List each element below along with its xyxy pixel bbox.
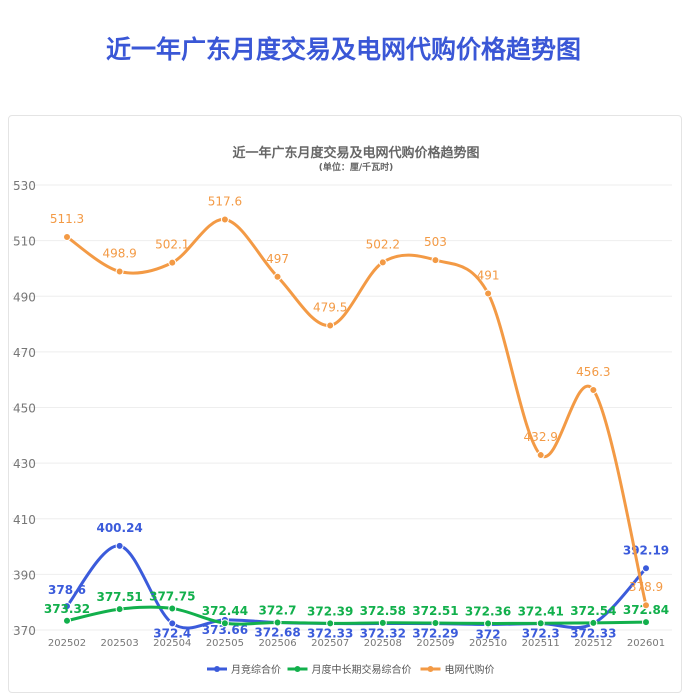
x-tick-label: 202511 xyxy=(522,638,560,649)
data-label: 372 xyxy=(476,627,501,641)
data-label: 372.51 xyxy=(412,604,458,618)
data-point[interactable] xyxy=(642,601,650,610)
data-point[interactable] xyxy=(484,619,493,628)
y-tick-label: 510 xyxy=(13,235,36,249)
x-tick-label: 202510 xyxy=(469,638,507,649)
legend-marker xyxy=(427,666,434,672)
data-point[interactable] xyxy=(326,619,335,628)
data-label: 372.4 xyxy=(153,626,191,640)
data-label: 372.39 xyxy=(307,604,353,618)
data-label: 372.29 xyxy=(412,627,458,641)
data-point[interactable] xyxy=(220,619,229,628)
data-point[interactable] xyxy=(220,215,229,224)
legend-label[interactable]: 月度中长期交易综合价 xyxy=(312,663,412,676)
data-point[interactable] xyxy=(642,618,650,627)
data-point[interactable] xyxy=(431,256,440,265)
legend-label[interactable]: 电网代购价 xyxy=(445,663,495,676)
data-point[interactable] xyxy=(168,619,177,628)
data-point[interactable] xyxy=(536,451,545,460)
y-tick-label: 470 xyxy=(13,346,36,360)
data-point[interactable] xyxy=(63,233,71,242)
data-label: 372.44 xyxy=(202,604,248,618)
data-label: 372.54 xyxy=(570,604,616,618)
data-label: 400.24 xyxy=(96,521,142,535)
data-label: 392.19 xyxy=(623,543,669,557)
x-tick-label: 202502 xyxy=(48,638,86,649)
data-label: 372.58 xyxy=(360,604,406,618)
data-label: 372.7 xyxy=(259,603,297,617)
y-tick-label: 530 xyxy=(13,179,36,193)
data-label: 373.32 xyxy=(44,602,90,616)
data-label: 377.51 xyxy=(96,590,142,604)
data-label: 372.84 xyxy=(623,603,669,617)
data-point[interactable] xyxy=(378,258,387,267)
y-tick-label: 450 xyxy=(13,402,36,416)
data-label: 456.3 xyxy=(576,365,610,379)
data-label: 373.66 xyxy=(202,623,248,637)
y-tick-label: 370 xyxy=(13,624,36,638)
data-label: 372.3 xyxy=(522,627,560,641)
data-point[interactable] xyxy=(484,289,493,298)
data-point[interactable] xyxy=(115,267,124,276)
y-tick-label: 390 xyxy=(13,568,36,582)
x-tick-label: 202506 xyxy=(258,638,296,649)
x-tick-label: 202504 xyxy=(153,638,191,649)
chart-title: 近一年广东月度交易及电网代购价格趋势图 xyxy=(232,145,479,161)
y-tick-label: 430 xyxy=(13,457,36,471)
data-label: 372.33 xyxy=(307,627,353,641)
data-point[interactable] xyxy=(168,258,177,267)
y-tick-label: 490 xyxy=(13,290,36,304)
data-label: 378.9 xyxy=(629,580,663,594)
x-tick-label: 202509 xyxy=(416,638,454,649)
legend-label[interactable]: 月竞综合价 xyxy=(231,663,281,676)
x-tick-label: 202601 xyxy=(627,638,665,649)
x-tick-label: 202507 xyxy=(311,638,349,649)
data-point[interactable] xyxy=(326,321,335,330)
chart-subtitle: (单位：厘/千瓦时) xyxy=(319,161,394,173)
data-label: 378.6 xyxy=(48,583,86,597)
x-tick-label: 202503 xyxy=(101,638,139,649)
legend-marker xyxy=(214,666,220,672)
data-point[interactable] xyxy=(115,541,124,550)
data-label: 372.32 xyxy=(360,627,406,641)
data-label: 517.6 xyxy=(208,194,242,208)
data-label: 377.75 xyxy=(149,589,195,603)
data-label: 432.9 xyxy=(524,430,558,444)
data-label: 511.3 xyxy=(50,212,84,226)
data-point[interactable] xyxy=(642,564,650,573)
data-point[interactable] xyxy=(273,272,282,281)
data-label: 372.41 xyxy=(518,604,564,618)
data-point[interactable] xyxy=(536,619,545,628)
x-tick-label: 202508 xyxy=(364,638,402,649)
data-label: 497 xyxy=(266,252,289,266)
data-label: 372.33 xyxy=(570,627,616,641)
data-label: 503 xyxy=(424,235,447,249)
data-label: 479.5 xyxy=(313,300,347,314)
y-tick-label: 410 xyxy=(13,513,36,527)
data-point[interactable] xyxy=(63,616,71,625)
data-point[interactable] xyxy=(63,602,71,611)
data-label: 498.9 xyxy=(102,246,136,260)
data-label: 372.36 xyxy=(465,604,511,618)
data-label: 491 xyxy=(477,268,500,282)
legend-marker xyxy=(294,666,301,672)
data-point[interactable] xyxy=(273,618,282,627)
data-point[interactable] xyxy=(589,385,598,394)
series-line xyxy=(66,217,648,606)
data-label: 502.1 xyxy=(155,238,189,252)
data-point[interactable] xyxy=(168,604,177,613)
page-title: 近一年广东月度交易及电网代购价格趋势图 xyxy=(105,35,581,64)
x-tick-label: 202512 xyxy=(574,638,612,649)
data-label: 502.2 xyxy=(366,237,400,251)
data-label: 372.68 xyxy=(254,626,300,640)
data-point[interactable] xyxy=(115,605,124,614)
data-point[interactable] xyxy=(589,618,598,627)
x-tick-label: 202505 xyxy=(206,638,244,649)
data-point[interactable] xyxy=(378,618,387,627)
series-line xyxy=(66,605,647,626)
chart-card xyxy=(8,115,682,693)
data-point[interactable] xyxy=(431,619,440,628)
